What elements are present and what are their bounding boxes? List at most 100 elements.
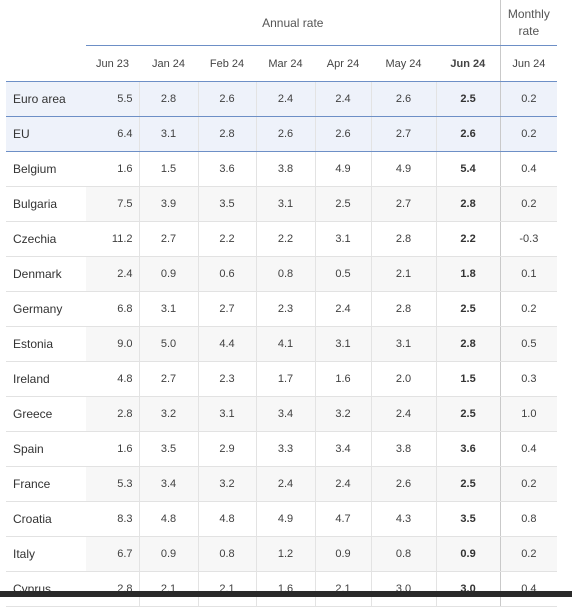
value-cell: 5.5 [86,81,140,117]
value-cell: 3.6 [198,151,257,187]
value-cell: 2.4 [256,81,316,117]
value-cell: 1.6 [86,151,140,187]
value-cell: 0.4 [500,151,558,187]
value-cell: 2.5 [436,291,501,327]
value-cell: 3.4 [139,466,199,502]
value-cell: 2.0 [371,361,437,397]
table-row: Spain 1.6 3.5 2.9 3.3 3.4 3.8 3.6 0.4 [6,431,558,467]
value-cell: 2.6 [436,116,501,152]
value-cell: 3.4 [256,396,316,432]
value-cell: 0.6 [198,256,257,292]
value-cell: 6.4 [86,116,140,152]
value-cell: 3.1 [139,116,199,152]
column-header: Jun 24 [436,45,501,82]
value-cell: 3.9 [139,186,199,222]
value-cell: 3.1 [198,396,257,432]
value-cell: 2.6 [315,116,372,152]
value-cell: 2.4 [315,291,372,327]
monthly-rate-line2: rate [518,23,540,38]
value-cell: -0.3 [500,221,558,257]
country-name: Cyprus [6,571,86,607]
value-cell: 4.3 [371,501,437,537]
annual-rate-header: Annual rate [86,0,501,46]
table-row: France 5.3 3.4 3.2 2.4 2.4 2.6 2.5 0.2 [6,466,558,502]
country-name: EU [6,116,86,152]
value-cell: 2.8 [198,116,257,152]
column-header: Mar 24 [256,45,315,82]
table-row: Cyprus 2.8 2.1 2.1 1.6 2.1 3.0 3.0 0.4 [6,571,558,607]
value-cell: 3.2 [198,466,257,502]
value-cell: 2.5 [436,466,501,502]
table-row: Italy 6.7 0.9 0.8 1.2 0.9 0.8 0.9 0.2 [6,536,558,572]
table-row: Euro area 5.5 2.8 2.6 2.4 2.4 2.6 2.5 0.2 [6,81,558,117]
value-cell: 2.2 [436,221,501,257]
country-name: Ireland [6,361,86,397]
value-cell: 2.3 [198,361,257,397]
country-name: Croatia [6,501,86,537]
table-row: EU 6.4 3.1 2.8 2.6 2.6 2.7 2.6 0.2 [6,116,558,152]
value-cell: 3.8 [256,151,316,187]
column-header: May 24 [371,45,436,82]
inflation-table-container: Annual rate Monthly rate Jun 23 Jan 24 F… [6,0,558,607]
value-cell: 0.2 [500,466,558,502]
value-cell: 3.4 [315,431,372,467]
value-cell: 3.1 [315,221,372,257]
value-cell: 1.7 [256,361,316,397]
value-cell: 1.6 [315,361,372,397]
value-cell: 1.6 [86,431,140,467]
value-cell: 2.5 [436,81,501,117]
value-cell: 2.5 [315,186,372,222]
value-cell: 2.1 [139,571,199,607]
value-cell: 2.1 [315,571,372,607]
value-cell: 4.8 [86,361,140,397]
value-cell: 1.6 [256,571,316,607]
value-cell: 2.2 [256,221,316,257]
value-cell: 0.9 [436,536,501,572]
country-name: Italy [6,536,86,572]
country-name: Denmark [6,256,86,292]
value-cell: 2.7 [371,116,437,152]
table-row: Germany 6.8 3.1 2.7 2.3 2.4 2.8 2.5 0.2 [6,291,558,327]
value-cell: 6.7 [86,536,140,572]
value-cell: 0.1 [500,256,558,292]
value-cell: 0.9 [139,256,199,292]
value-cell: 0.2 [500,291,558,327]
value-cell: 4.7 [315,501,372,537]
country-name: Germany [6,291,86,327]
value-cell: 0.2 [500,536,558,572]
value-cell: 5.3 [86,466,140,502]
value-cell: 2.9 [198,431,257,467]
value-cell: 2.8 [436,326,501,362]
table-row: Croatia 8.3 4.8 4.8 4.9 4.7 4.3 3.5 0.8 [6,501,558,537]
value-cell: 2.6 [198,81,257,117]
value-cell: 2.7 [139,221,199,257]
value-cell: 2.4 [256,466,316,502]
table-row: Belgium 1.6 1.5 3.6 3.8 4.9 4.9 5.4 0.4 [6,151,558,187]
value-cell: 7.5 [86,186,140,222]
value-cell: 8.3 [86,501,140,537]
value-cell: 2.5 [436,396,501,432]
header-row-groups: Annual rate Monthly rate [6,0,558,46]
header-country-blank [6,45,86,82]
value-cell: 2.2 [198,221,257,257]
value-cell: 3.0 [371,571,437,607]
value-cell: 0.4 [500,431,558,467]
value-cell: 2.4 [315,81,372,117]
country-name: Czechia [6,221,86,257]
header-corner [6,0,86,46]
value-cell: 2.6 [371,466,437,502]
value-cell: 0.2 [500,116,558,152]
value-cell: 3.1 [139,291,199,327]
value-cell: 3.1 [256,186,316,222]
value-cell: 3.5 [436,501,501,537]
table-row: Bulgaria 7.5 3.9 3.5 3.1 2.5 2.7 2.8 0.2 [6,186,558,222]
value-cell: 2.8 [86,571,140,607]
country-name: Greece [6,396,86,432]
column-header: Jan 24 [139,45,198,82]
country-name: Belgium [6,151,86,187]
value-cell: 0.8 [256,256,316,292]
value-cell: 3.0 [436,571,501,607]
country-name: Bulgaria [6,186,86,222]
value-cell: 3.8 [371,431,437,467]
value-cell: 3.3 [256,431,316,467]
